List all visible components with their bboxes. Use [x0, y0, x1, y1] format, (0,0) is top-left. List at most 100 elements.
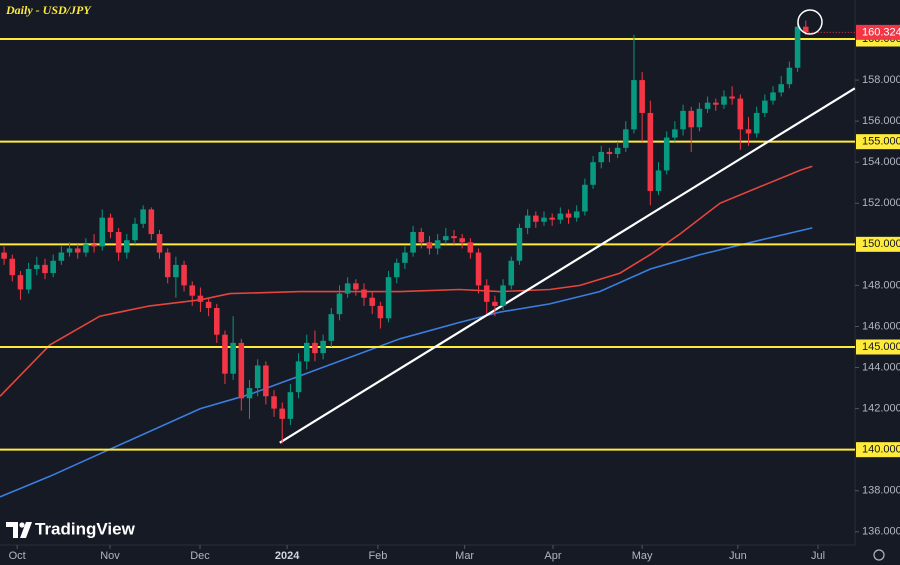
candle-body	[623, 129, 629, 148]
axes: 136.000 138.000 142.000 144.000 146.000 148.0…	[9, 24, 900, 562]
highlight-circle	[797, 9, 823, 35]
candle-body	[287, 392, 294, 419]
candle-body	[164, 252, 171, 278]
candle-body	[213, 307, 220, 335]
candle-body	[508, 260, 515, 286]
candle-body	[549, 217, 555, 220]
candle-body	[582, 184, 588, 212]
candle-body	[541, 217, 547, 222]
candle-body	[320, 340, 326, 354]
candle-body	[17, 275, 24, 290]
candle-body	[99, 217, 106, 247]
last-price-label: 160.324	[862, 26, 900, 38]
candle-body	[737, 98, 744, 130]
level-label: 140.000	[862, 444, 900, 456]
candle-body	[254, 365, 261, 389]
candle-body	[50, 260, 56, 274]
x-tick-label: Apr	[544, 550, 561, 562]
y-tick-label: 144.000	[862, 361, 900, 373]
level-label-box	[856, 442, 900, 458]
candle-body	[516, 227, 523, 261]
candle-body	[140, 209, 146, 224]
candle-body	[230, 342, 236, 374]
level-label: 145.000	[862, 341, 900, 353]
candle-body	[402, 252, 408, 263]
candle-body	[344, 283, 351, 294]
level-label-box	[856, 134, 900, 150]
candle-body	[606, 151, 613, 154]
candle-body	[25, 268, 32, 290]
watermark: TradingView	[35, 519, 136, 538]
candle-body	[590, 162, 596, 185]
level-label-box	[856, 236, 900, 252]
candle-body	[467, 242, 474, 253]
candle-body	[475, 252, 482, 286]
y-tick-label: 138.000	[862, 485, 900, 497]
candle-body	[173, 264, 179, 278]
candle-body	[639, 80, 645, 113]
candle-body	[745, 129, 752, 134]
candle-body	[778, 84, 784, 93]
candle-body	[132, 223, 138, 241]
candle-body	[451, 236, 457, 239]
chart-title: Daily - USD/JPY	[5, 3, 92, 17]
candle-body	[263, 365, 269, 397]
candle-body	[483, 285, 490, 302]
candle-body	[573, 211, 580, 218]
candle-body	[353, 283, 359, 290]
candle-body	[680, 110, 686, 130]
candle-body	[712, 102, 719, 105]
candle-body	[124, 240, 130, 253]
candle-body	[328, 314, 335, 341]
candle-body	[557, 213, 564, 220]
candle-body	[410, 232, 416, 253]
level-label-box	[856, 339, 900, 355]
candle-body	[492, 301, 498, 306]
candle-body	[426, 242, 433, 249]
candle-body	[434, 240, 441, 249]
candle-body	[647, 112, 654, 191]
candle-body	[770, 92, 776, 101]
candle-body	[1, 252, 7, 259]
y-tick-label: 156.000	[862, 115, 900, 127]
candle-body	[312, 342, 318, 354]
settings-icon[interactable]	[873, 549, 885, 561]
candle-body	[361, 289, 367, 298]
candle-body	[524, 215, 531, 228]
candle-body	[672, 129, 678, 138]
candle-body	[205, 301, 212, 308]
candle-body	[753, 112, 760, 134]
y-tick-label: 142.000	[862, 402, 900, 414]
candle-body	[533, 215, 539, 222]
candle-body	[238, 342, 245, 399]
y-tick-label: 146.000	[862, 320, 900, 332]
y-tick-label: 154.000	[862, 156, 900, 168]
candle-body	[794, 26, 801, 68]
candle-body	[696, 108, 703, 128]
candle-body	[156, 234, 163, 253]
x-tick-label: Jul	[811, 550, 825, 562]
candle-body	[721, 96, 727, 105]
candle-body	[42, 264, 48, 274]
candle-body	[729, 96, 735, 99]
logo-icon	[6, 522, 32, 538]
y-tick-label: 152.000	[862, 197, 900, 209]
candle-body	[336, 293, 343, 315]
candle-body	[246, 388, 253, 399]
candle-body	[9, 258, 16, 276]
candle-body	[34, 264, 40, 269]
candle-body	[598, 151, 605, 163]
candle-body	[181, 264, 187, 286]
y-tick-label: 158.000	[862, 74, 900, 86]
candle-body	[189, 285, 196, 296]
candle-body	[303, 342, 310, 362]
candle-body	[197, 295, 204, 302]
candle-body	[418, 232, 425, 243]
trendline	[279, 87, 856, 444]
last-price-box	[856, 24, 900, 40]
x-tick-label: Oct	[9, 550, 26, 562]
candle-body	[115, 232, 122, 253]
candle-body	[369, 297, 375, 306]
